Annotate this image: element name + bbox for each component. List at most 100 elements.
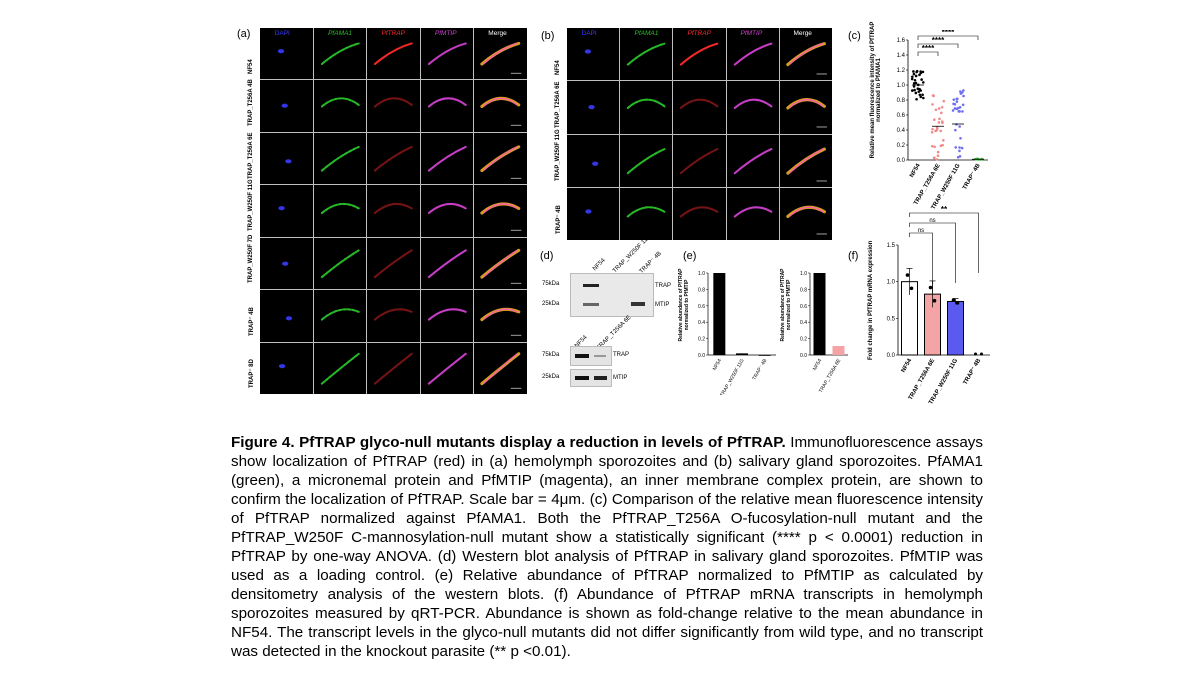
c-point-2-18 bbox=[952, 102, 955, 106]
panel-a-micrograph-r0-c4 bbox=[474, 28, 527, 80]
panel-f-ylabel: Fold change in PfTRAP mRNA expression bbox=[868, 240, 874, 360]
panel-a-micrograph-r2-c0 bbox=[260, 132, 313, 185]
c-point-2-16 bbox=[952, 98, 956, 101]
panel-a-micrograph-r0-c1 bbox=[313, 28, 367, 80]
e1-ytick-label-5: 1.0 bbox=[698, 271, 705, 277]
e1-ytick-label-2: 0.4 bbox=[698, 320, 705, 326]
panel-b-col-header-1: PfAMA1 bbox=[634, 30, 659, 37]
c-point-2-24 bbox=[956, 97, 959, 101]
blot1-marker-25: 25kDa bbox=[542, 301, 560, 307]
panel-a-micrograph-r6-c3 bbox=[420, 342, 474, 394]
c-point-0-24 bbox=[914, 81, 918, 85]
caption-title: Figure 4. PfTRAP glyco-null mutants disp… bbox=[231, 434, 786, 451]
c-point-1-5 bbox=[942, 99, 946, 103]
c-point-1-26 bbox=[938, 117, 941, 121]
panel-a-row-label-6: TRAP⁻ 8D bbox=[249, 359, 255, 388]
c-ytick-label-7: 1.4 bbox=[897, 53, 906, 59]
blot1-band-mtip-1 bbox=[583, 303, 599, 306]
panel-b-micrograph-r3-c0 bbox=[567, 187, 620, 240]
c-point-0-20 bbox=[921, 70, 925, 74]
panel-b-micrograph-r2-c3 bbox=[726, 134, 779, 187]
panel-a-letter: (a) bbox=[237, 28, 251, 40]
c-point-1-0 bbox=[935, 158, 939, 161]
panel-a-micrograph-r1-c4 bbox=[474, 80, 527, 132]
c-sig-label-2: **** bbox=[942, 30, 955, 37]
panel-a-micrograph-r6-c2 bbox=[367, 342, 420, 394]
panel-a-micrograph-r0-c3 bbox=[420, 28, 474, 80]
blot2-label-trap: TRAP bbox=[613, 352, 630, 358]
c-point-1-7 bbox=[933, 118, 936, 122]
c-point-2-26 bbox=[954, 146, 957, 149]
f-ytick-label-3: 1.5 bbox=[887, 243, 896, 249]
c-point-1-22 bbox=[932, 94, 935, 98]
panel-a-micrograph-r6-c4 bbox=[474, 342, 527, 394]
panel-b-micrograph-grid bbox=[567, 28, 832, 240]
figure-caption: Figure 4. PfTRAP glyco-null mutants disp… bbox=[231, 433, 983, 661]
c-point-2-25 bbox=[960, 146, 964, 150]
e1-bar-2 bbox=[758, 355, 771, 356]
panel-b-micrograph-r0-c4 bbox=[779, 28, 832, 81]
f-sig-bracket-2 bbox=[909, 222, 956, 283]
c-point-1-17 bbox=[936, 154, 940, 158]
panel-a-col-header-2: PfTRAP bbox=[381, 30, 405, 37]
e2-ytick-label-0: 0.0 bbox=[800, 353, 807, 359]
blot2-band-mtip-nf54 bbox=[575, 376, 589, 380]
c-point-1-11 bbox=[937, 107, 941, 110]
panel-c-letter: (c) bbox=[848, 30, 861, 42]
panel-b-micrograph-r3-c4 bbox=[779, 187, 832, 240]
panel-b-micrograph-r1-c0 bbox=[567, 81, 620, 134]
panel-a-micrograph-r0-c0 bbox=[260, 28, 313, 80]
c-point-0-26 bbox=[922, 96, 925, 100]
panel-e-ylabel-2: Relative abundance of PfTRAP normalized … bbox=[780, 268, 792, 342]
panel-a-micrograph-grid bbox=[260, 28, 527, 394]
panel-a-micrograph-r4-c2 bbox=[367, 237, 420, 290]
panel-a-row-label-1: TRAP_T256A 4B bbox=[248, 79, 254, 127]
panel-b-row-label-0: NF54 bbox=[555, 59, 561, 75]
c-sig-label-1: **** bbox=[932, 36, 945, 45]
c-point-1-24 bbox=[941, 143, 944, 147]
c-point-1-14 bbox=[933, 145, 936, 149]
panel-a-micrograph-r6-c0 bbox=[260, 342, 313, 394]
c-point-0-9 bbox=[912, 72, 916, 76]
c-point-0-19 bbox=[912, 85, 916, 88]
c-point-0-28 bbox=[921, 81, 925, 84]
panel-b-row-label-1: TRAP_T256A 6E bbox=[555, 81, 561, 128]
e2-ytick-label-1: 0.2 bbox=[800, 337, 807, 343]
panel-b-micrograph-r2-c1 bbox=[620, 134, 673, 187]
c-point-0-18 bbox=[910, 89, 914, 92]
blot2-image-mtip bbox=[570, 369, 612, 387]
c-point-2-17 bbox=[958, 149, 961, 153]
c-point-1-9 bbox=[931, 103, 934, 106]
f-sig-label-2: ns bbox=[929, 218, 935, 224]
c-point-0-8 bbox=[919, 71, 923, 75]
e1-ytick-label-4: 0.8 bbox=[698, 287, 705, 293]
c-ytick-label-8: 1.6 bbox=[897, 38, 906, 44]
panel-f-letter: (f) bbox=[848, 250, 859, 262]
panel-a-micrograph-r6-c1 bbox=[313, 342, 367, 394]
panel-a-micrograph-r3-c2 bbox=[367, 185, 420, 237]
blot2-image-trap bbox=[570, 346, 612, 366]
panel-a-micrograph-r1-c1 bbox=[313, 80, 367, 132]
c-point-1-20 bbox=[939, 111, 943, 115]
panel-a-micrograph-r5-c2 bbox=[367, 290, 420, 342]
blot1: NF54 TRAP_W250F 11G TRAP⁻ 4B 75kDa 25kDa… bbox=[540, 234, 671, 320]
c-point-0-22 bbox=[921, 93, 924, 97]
e2-xtick-label-0: NF54 bbox=[812, 358, 823, 372]
e2-ytick-label-4: 0.8 bbox=[800, 287, 807, 293]
c-point-2-11 bbox=[957, 110, 961, 113]
f-xtick-label-0: NF54 bbox=[901, 357, 914, 373]
f-point-b-2 bbox=[955, 301, 960, 305]
f-point-b-1 bbox=[932, 298, 937, 303]
f-sig-bracket-0 bbox=[909, 212, 979, 273]
f-point-a-2 bbox=[951, 298, 956, 302]
e1-xtick-label-2: TRAP⁻ 4B bbox=[751, 357, 768, 381]
panel-a-micrograph-r3-c3 bbox=[420, 185, 474, 237]
c-point-2-21 bbox=[956, 155, 960, 159]
panel-a-micrograph-r4-c4 bbox=[474, 237, 527, 290]
c-sig-bracket-1 bbox=[917, 43, 959, 48]
e2-bar-1 bbox=[832, 345, 845, 355]
c-point-1-19 bbox=[939, 129, 943, 133]
